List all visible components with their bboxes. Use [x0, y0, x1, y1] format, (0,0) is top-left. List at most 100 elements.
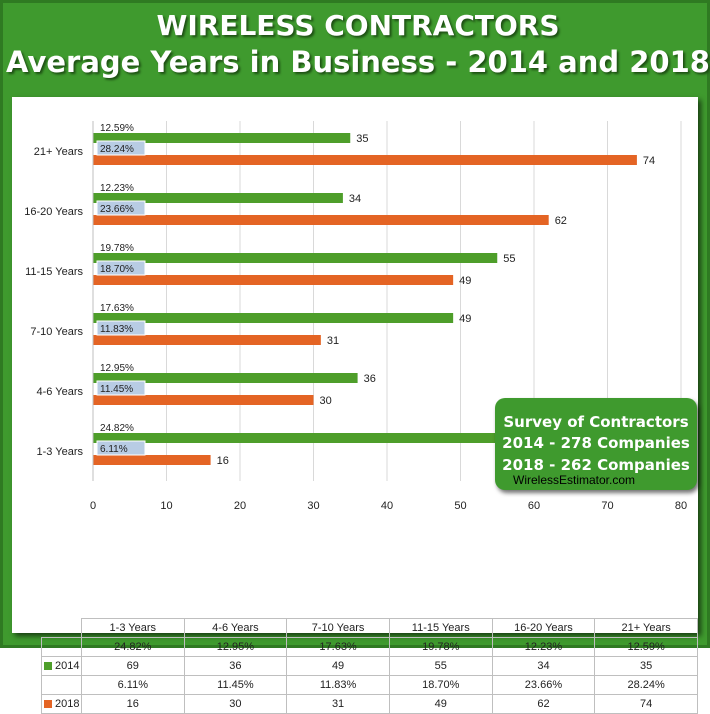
table-cell-value: 74: [594, 694, 698, 714]
table-column-header: 21+ Years: [594, 618, 698, 638]
x-tick-label: 80: [675, 500, 687, 512]
x-tick-label: 70: [601, 500, 613, 512]
table-value-row: 2014 69 36 49 55 34 35: [41, 656, 698, 676]
table-cell-value: 16: [80, 694, 185, 714]
bar-2018: [93, 215, 549, 225]
category-label: 21+ Years: [34, 146, 84, 158]
percent-label-2018: 11.45%: [100, 384, 133, 395]
x-tick-label: 60: [528, 500, 540, 512]
percent-label-2018: 23.66%: [100, 204, 134, 215]
table-cell-percent: 24.82%: [80, 637, 185, 657]
table-cell-percent: 28.24%: [594, 675, 698, 695]
category-label: 11-15 Years: [25, 266, 83, 278]
category-label: 4-6 Years: [37, 386, 84, 398]
series-key-swatch: [44, 662, 52, 671]
table-cell-percent: 11.83%: [286, 675, 390, 695]
table-cell-percent: 11.45%: [183, 675, 288, 695]
table-cell-value: 62: [491, 694, 596, 714]
table-cell-percent: 23.66%: [491, 675, 596, 695]
bar-2014: [93, 313, 454, 323]
table-cell-percent: 19.78%: [388, 637, 493, 657]
percent-label-box: [96, 200, 146, 216]
table-cell-value: 55: [388, 656, 493, 676]
bar-2014: [93, 133, 351, 143]
bar-value-label: 74: [643, 155, 655, 167]
category-label: 1-3 Years: [37, 446, 84, 458]
percent-label-2014: 24.82%: [100, 423, 134, 434]
table-row-header: 2014: [41, 656, 82, 676]
table-cell-percent: 6.11%: [80, 675, 185, 695]
bar-value-label: 34: [349, 193, 361, 205]
table-header-row: 1-3 Years 4-6 Years 7-10 Years 11-15 Years 1…: [42, 618, 698, 638]
percent-label-2014: 19.78%: [100, 243, 134, 254]
bar-2014: [93, 373, 358, 383]
percent-label-2018: 28.24%: [100, 144, 134, 155]
bar-value-label: 55: [503, 253, 515, 265]
percent-label-box: [96, 260, 146, 276]
table-column-header: 16-20 Years: [491, 618, 596, 638]
percent-label-2018: 11.83%: [100, 324, 133, 335]
series-key-swatch: [44, 700, 52, 709]
percent-label-box: [96, 320, 146, 336]
table-cell-value: 34: [491, 656, 596, 676]
bar-value-label: 36: [364, 373, 376, 385]
chart-title: WIRELESS CONTRACTORS: [156, 9, 560, 42]
percent-label-2014: 12.95%: [100, 363, 134, 374]
table-cell-value: 31: [286, 694, 390, 714]
table-cell-value: 49: [388, 694, 493, 714]
table-cell-percent: 18.70%: [388, 675, 493, 695]
series-name: 2018: [55, 698, 80, 710]
table-column-header: 7-10 Years: [286, 618, 390, 638]
table-cell-value: 36: [183, 656, 288, 676]
table-percent-row: 24.82% 12.95% 17.63% 19.78% 12.23% 12.59%: [41, 637, 698, 657]
survey-info-line: Survey of Contractors: [503, 413, 689, 431]
x-tick-label: 30: [307, 500, 319, 512]
data-table: 1-3 Years 4-6 Years 7-10 Years 11-15 Years 1…: [41, 618, 698, 714]
percent-label-2014: 12.59%: [100, 123, 134, 134]
table-cell-value: 30: [183, 694, 288, 714]
percent-label-2014: 12.23%: [100, 183, 134, 194]
percent-label-box: [96, 140, 146, 156]
x-tick-label: 20: [234, 500, 246, 512]
bar-value-label: 49: [459, 275, 471, 287]
x-tick-label: 40: [381, 500, 393, 512]
table-cell-percent: 12.59%: [594, 637, 698, 657]
percent-label-box: [96, 440, 146, 456]
category-label: 16-20 Years: [24, 206, 83, 218]
bar-2018: [93, 275, 454, 285]
survey-info-box: Survey of Contractors 2014 - 278 Compani…: [495, 398, 697, 490]
bar-2014: [93, 253, 498, 263]
bar-2018: [93, 155, 637, 165]
survey-info-line-2018: 2018 - 262 Companies: [502, 456, 690, 474]
table-cell-value: 35: [594, 656, 698, 676]
bar-2014: [93, 433, 601, 443]
bar-value-label: 31: [327, 335, 339, 347]
table-cell-value: 69: [80, 656, 185, 676]
x-tick-label: 0: [90, 500, 96, 512]
table-value-row: 2018 16 30 31 49 62 74: [41, 694, 698, 714]
bar-value-label: 30: [320, 395, 332, 407]
table-corner: [42, 619, 82, 638]
bar-value-label: 35: [356, 133, 368, 145]
bar-value-label: 49: [459, 313, 471, 325]
table-cell-percent: 12.23%: [491, 637, 596, 657]
percent-label-2014: 17.63%: [100, 303, 134, 314]
percent-label-2018: 18.70%: [100, 264, 134, 275]
bar-2018: [93, 455, 211, 465]
table-row-blank-header: [41, 637, 82, 657]
table-cell-percent: 12.95%: [183, 637, 288, 657]
bar-2018: [93, 395, 314, 405]
table-row-header: 2018: [41, 694, 82, 714]
category-label: 7-10 Years: [30, 326, 83, 338]
chart-subtitle: Average Years in Business - 2014 and 201…: [6, 45, 710, 79]
bar-value-label: 16: [217, 455, 229, 467]
source-site-label: WirelessEstimator.com: [513, 473, 636, 487]
bar-2014: [93, 193, 343, 203]
table-cell-value: 49: [286, 656, 390, 676]
table-column-header: 1-3 Years: [80, 618, 185, 638]
series-name: 2014: [55, 660, 80, 672]
table-cell-percent: 17.63%: [286, 637, 390, 657]
